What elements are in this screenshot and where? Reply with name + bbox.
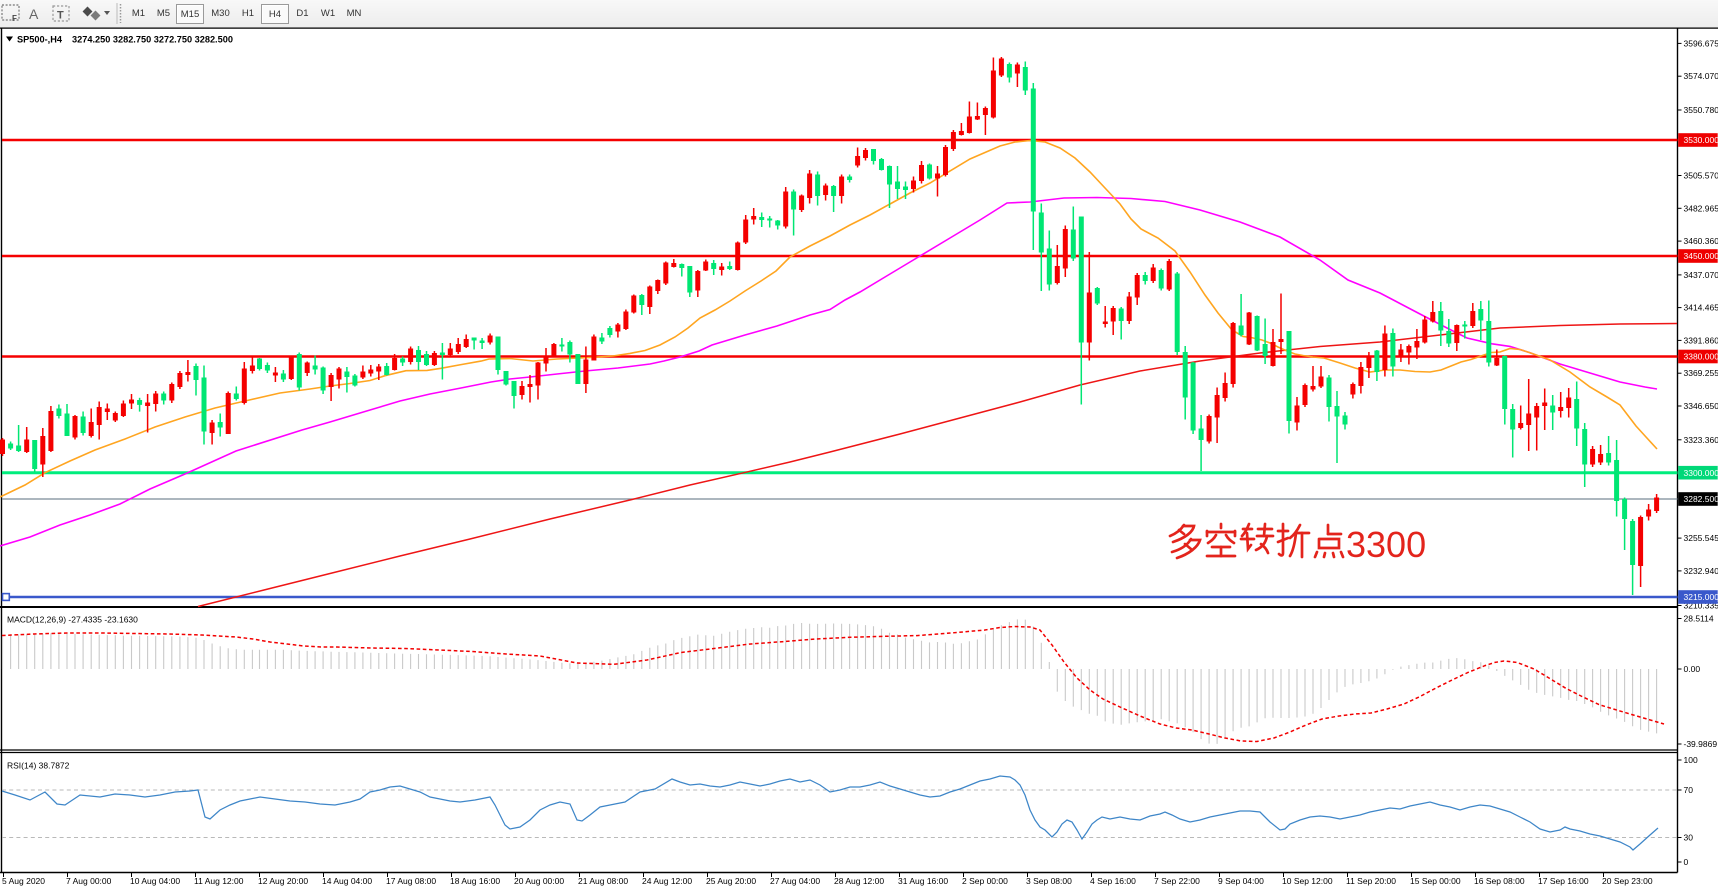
svg-text:3530.000: 3530.000 xyxy=(1684,135,1718,145)
svg-text:11 Sep 20:00: 11 Sep 20:00 xyxy=(1346,876,1396,886)
svg-text:3274.250 3282.750 3272.750 328: 3274.250 3282.750 3272.750 3282.500 xyxy=(72,35,233,45)
svg-text:3380.000: 3380.000 xyxy=(1684,352,1718,362)
svg-text:5 Aug 2020: 5 Aug 2020 xyxy=(2,876,45,886)
svg-text:3450.000: 3450.000 xyxy=(1684,251,1718,261)
svg-text:3210.335: 3210.335 xyxy=(1684,601,1718,611)
svg-text:3369.255: 3369.255 xyxy=(1684,368,1718,378)
svg-text:RSI(14) 38.7872: RSI(14) 38.7872 xyxy=(7,761,70,771)
svg-text:28 Aug 12:00: 28 Aug 12:00 xyxy=(834,876,884,886)
svg-text:18 Aug 16:00: 18 Aug 16:00 xyxy=(450,876,500,886)
svg-text:28.5114: 28.5114 xyxy=(1684,614,1714,624)
svg-text:3300.000: 3300.000 xyxy=(1684,468,1718,478)
svg-text:F: F xyxy=(12,14,17,23)
svg-text:3505.570: 3505.570 xyxy=(1684,171,1718,181)
svg-text:0.00: 0.00 xyxy=(1684,664,1701,674)
svg-text:3550.780: 3550.780 xyxy=(1684,105,1718,115)
svg-text:27 Aug 04:00: 27 Aug 04:00 xyxy=(770,876,820,886)
svg-text:3323.360: 3323.360 xyxy=(1684,435,1718,445)
svg-text:16 Sep 08:00: 16 Sep 08:00 xyxy=(1474,876,1525,886)
svg-text:A: A xyxy=(29,6,39,22)
svg-text:25 Aug 20:00: 25 Aug 20:00 xyxy=(706,876,756,886)
svg-text:7 Sep 22:00: 7 Sep 22:00 xyxy=(1154,876,1200,886)
svg-text:7 Aug 00:00: 7 Aug 00:00 xyxy=(66,876,112,886)
svg-text:11 Aug 12:00: 11 Aug 12:00 xyxy=(194,876,244,886)
svg-text:3255.545: 3255.545 xyxy=(1684,533,1718,543)
svg-text:20 Sep 23:00: 20 Sep 23:00 xyxy=(1602,876,1653,886)
svg-text:3232.940: 3232.940 xyxy=(1684,566,1718,576)
svg-text:-39.9869: -39.9869 xyxy=(1684,739,1718,749)
svg-text:2 Sep 00:00: 2 Sep 00:00 xyxy=(962,876,1008,886)
svg-text:14 Aug 04:00: 14 Aug 04:00 xyxy=(322,876,372,886)
svg-text:100: 100 xyxy=(1684,755,1698,765)
svg-text:17 Aug 08:00: 17 Aug 08:00 xyxy=(386,876,436,886)
svg-text:24 Aug 12:00: 24 Aug 12:00 xyxy=(642,876,692,886)
svg-text:10 Aug 04:00: 10 Aug 04:00 xyxy=(130,876,180,886)
svg-text:4 Sep 16:00: 4 Sep 16:00 xyxy=(1090,876,1136,886)
svg-text:3300: 3300 xyxy=(1346,524,1426,565)
svg-text:0: 0 xyxy=(1684,857,1689,867)
svg-text:70: 70 xyxy=(1684,785,1694,795)
svg-text:9 Sep 04:00: 9 Sep 04:00 xyxy=(1218,876,1264,886)
svg-text:12 Aug 20:00: 12 Aug 20:00 xyxy=(258,876,308,886)
svg-text:10 Sep 12:00: 10 Sep 12:00 xyxy=(1282,876,1333,886)
svg-text:3596.675: 3596.675 xyxy=(1684,38,1718,48)
svg-text:31 Aug 16:00: 31 Aug 16:00 xyxy=(898,876,948,886)
svg-text:3 Sep 08:00: 3 Sep 08:00 xyxy=(1026,876,1072,886)
svg-text:21 Aug 08:00: 21 Aug 08:00 xyxy=(578,876,628,886)
svg-text:3215.000: 3215.000 xyxy=(1684,592,1718,602)
svg-text:3282.500: 3282.500 xyxy=(1684,494,1718,504)
svg-text:SP500-,H4: SP500-,H4 xyxy=(17,35,63,45)
svg-text:T: T xyxy=(57,10,64,22)
svg-text:3346.650: 3346.650 xyxy=(1684,401,1718,411)
svg-text:3482.965: 3482.965 xyxy=(1684,203,1718,213)
svg-text:3460.360: 3460.360 xyxy=(1684,236,1718,246)
svg-text:30: 30 xyxy=(1684,833,1694,843)
svg-text:3391.860: 3391.860 xyxy=(1684,335,1718,345)
svg-text:20 Aug 00:00: 20 Aug 00:00 xyxy=(514,876,564,886)
svg-text:3574.070: 3574.070 xyxy=(1684,71,1718,81)
svg-text:17 Sep 16:00: 17 Sep 16:00 xyxy=(1538,876,1589,886)
svg-text:MACD(12,26,9) -27.4335 -23.163: MACD(12,26,9) -27.4335 -23.1630 xyxy=(7,615,138,625)
svg-text:3437.070: 3437.070 xyxy=(1684,270,1718,280)
svg-text:3414.465: 3414.465 xyxy=(1684,303,1718,313)
svg-text:15 Sep 00:00: 15 Sep 00:00 xyxy=(1410,876,1461,886)
